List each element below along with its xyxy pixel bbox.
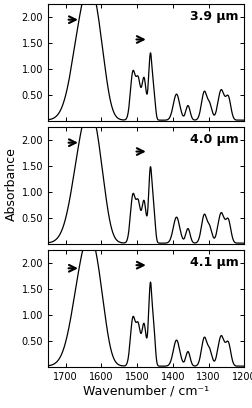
Text: 4.0 μm: 4.0 μm xyxy=(190,133,239,146)
Text: 4.1 μm: 4.1 μm xyxy=(190,256,239,269)
Text: Absorbance: Absorbance xyxy=(5,146,18,221)
Text: 3.9 μm: 3.9 μm xyxy=(190,10,239,23)
X-axis label: Wavenumber / cm⁻¹: Wavenumber / cm⁻¹ xyxy=(83,385,209,398)
